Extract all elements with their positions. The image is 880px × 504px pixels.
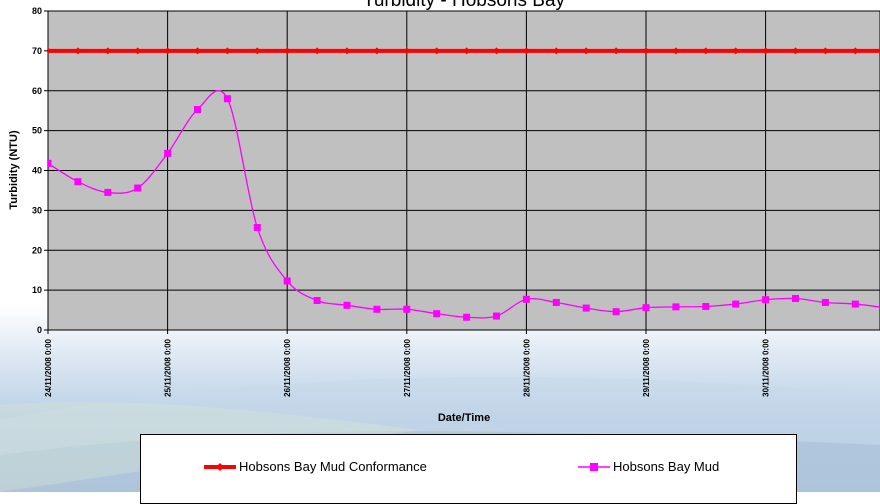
mud-marker bbox=[613, 308, 620, 315]
legend-item-mud[interactable]: Hobsons Bay Mud bbox=[577, 459, 719, 474]
mud-marker bbox=[433, 310, 440, 317]
x-tick-label: 28/11/2008 0:00 bbox=[522, 338, 531, 396]
chart-title: Turbidity - Hobsons Bay bbox=[363, 0, 566, 11]
x-tick-label: 29/11/2008 0:00 bbox=[642, 338, 651, 396]
mud-marker bbox=[523, 296, 530, 303]
x-tick-label: 25/11/2008 0:00 bbox=[164, 338, 173, 396]
mud-marker bbox=[762, 296, 769, 303]
y-tick-label: 70 bbox=[32, 46, 42, 56]
turbidity-chart: Turbidity - Hobsons Bay 0 10 20 30 40 50 60 70 8… bbox=[0, 0, 880, 492]
x-tick-label: 30/11/2008 0:00 bbox=[762, 338, 771, 396]
mud-marker bbox=[134, 185, 141, 192]
y-axis-label: Turbidity (NTU) bbox=[8, 130, 20, 210]
mud-marker bbox=[822, 299, 829, 306]
mud-marker bbox=[284, 277, 291, 284]
y-tick-label: 60 bbox=[32, 86, 42, 96]
mud-marker bbox=[403, 306, 410, 313]
mud-marker bbox=[45, 160, 52, 167]
y-tick-label: 10 bbox=[32, 285, 42, 295]
legend-diamond-marker-icon bbox=[203, 461, 237, 473]
mud-marker bbox=[224, 95, 231, 102]
mud-marker bbox=[463, 314, 470, 321]
mud-marker bbox=[792, 295, 799, 302]
mud-marker bbox=[493, 313, 500, 320]
mud-marker bbox=[553, 299, 560, 306]
legend-item-conformance[interactable]: Hobsons Bay Mud Conformance bbox=[203, 459, 427, 474]
mud-marker bbox=[194, 106, 201, 113]
legend-label-conformance: Hobsons Bay Mud Conformance bbox=[239, 459, 427, 474]
mud-marker bbox=[702, 303, 709, 310]
mud-marker bbox=[314, 297, 321, 304]
legend: Hobsons Bay Mud Conformance Hobsons Bay … bbox=[140, 434, 797, 504]
mud-marker bbox=[643, 304, 650, 311]
legend-label-mud: Hobsons Bay Mud bbox=[613, 459, 719, 474]
mud-marker bbox=[164, 150, 171, 157]
y-tick-label: 50 bbox=[32, 126, 42, 136]
x-tick-label: 26/11/2008 0:00 bbox=[283, 338, 292, 396]
mud-marker bbox=[732, 301, 739, 308]
y-tick-label: 20 bbox=[32, 245, 42, 255]
mud-marker bbox=[583, 305, 590, 312]
y-tick-label: 80 bbox=[32, 6, 42, 16]
mud-marker bbox=[104, 189, 111, 196]
y-axis-ticks: 0 10 20 30 40 50 60 70 80 bbox=[32, 6, 48, 335]
mud-marker bbox=[254, 224, 261, 231]
mud-marker bbox=[852, 301, 859, 308]
mud-marker bbox=[672, 303, 679, 310]
x-axis-ticks: 24/11/2008 0:00 25/11/2008 0:00 26/11/2008… bbox=[44, 330, 880, 397]
y-tick-label: 0 bbox=[37, 325, 42, 335]
x-axis-label: Date/Time bbox=[438, 412, 490, 424]
x-tick-label: 27/11/2008 0:00 bbox=[403, 338, 412, 396]
mud-marker bbox=[344, 302, 351, 309]
x-tick-label: 24/11/2008 0:00 bbox=[44, 338, 53, 396]
y-tick-label: 30 bbox=[32, 205, 42, 215]
legend-square-marker-icon bbox=[577, 461, 611, 473]
y-tick-label: 40 bbox=[32, 166, 42, 176]
mud-marker bbox=[74, 178, 81, 185]
mud-marker bbox=[373, 306, 380, 313]
